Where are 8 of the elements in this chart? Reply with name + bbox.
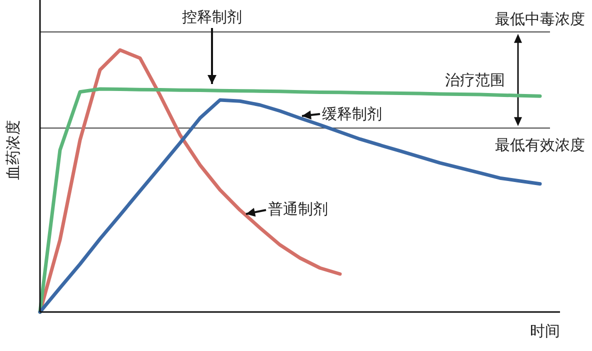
y-axis-title: 血药浓度 — [4, 120, 22, 180]
ref-line-label: 最低有效浓度 — [495, 136, 585, 154]
x-axis-title: 时间 — [530, 322, 560, 340]
series-label: 普通制剂 — [268, 200, 328, 218]
annotation: 治疗范围 — [445, 71, 505, 89]
ref-line-label: 最低中毒浓度 — [495, 10, 585, 28]
text: 控释制剂 — [182, 8, 242, 26]
series-label: 缓释制剂 — [322, 105, 382, 123]
